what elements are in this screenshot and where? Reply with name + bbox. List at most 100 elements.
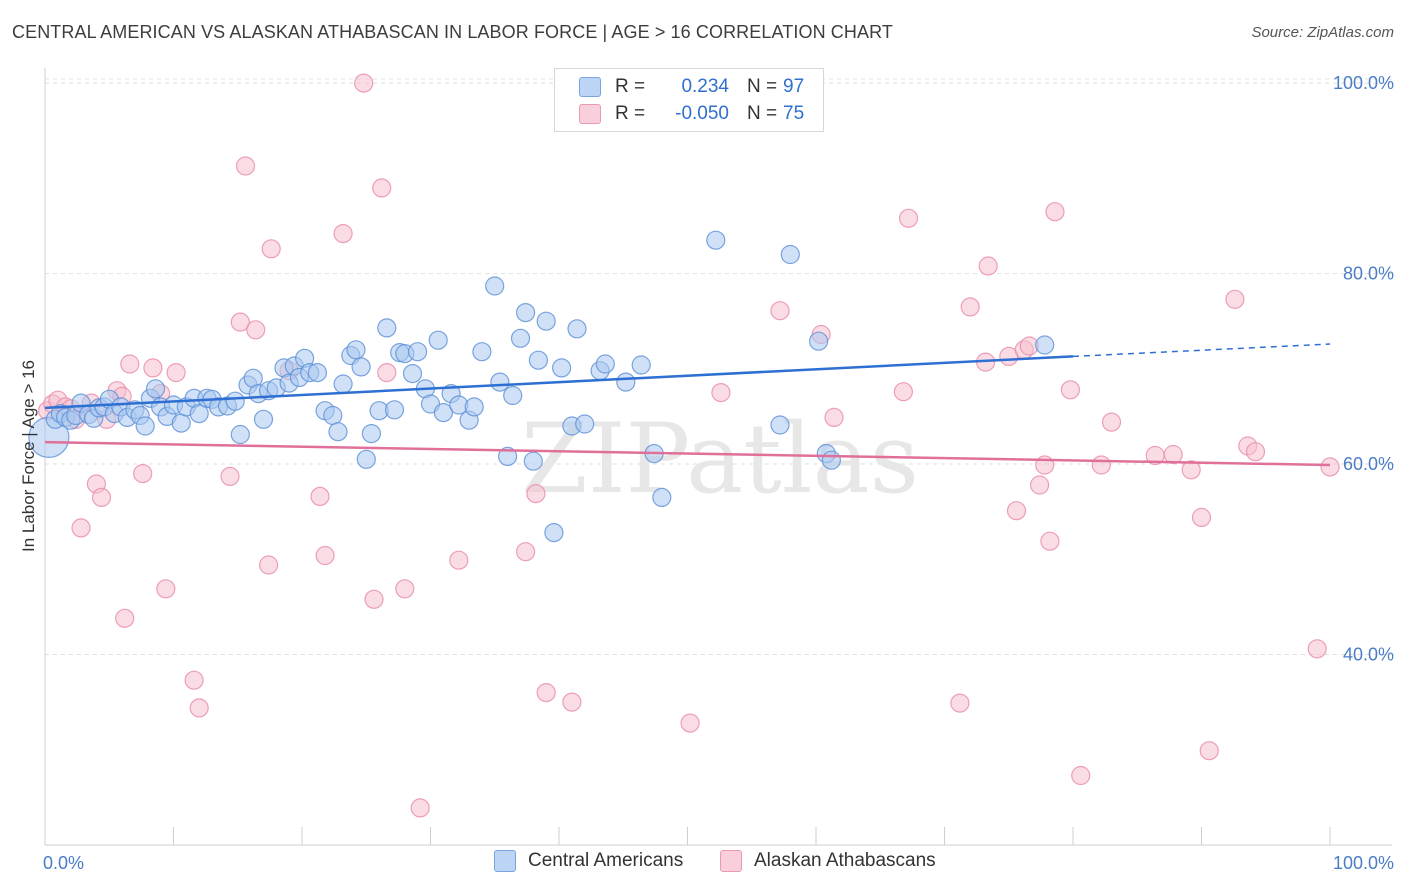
point-alaskan-athabascan (1045, 202, 1065, 222)
point-central-american (616, 372, 636, 392)
point-alaskan-athabascan (562, 692, 582, 712)
point-central-american (631, 355, 651, 375)
x-tick-label-left: 0.0% (43, 853, 84, 873)
legend-r-label: R = (615, 76, 646, 97)
legend-r-value: -0.050 (675, 103, 729, 124)
x-tick-label-right: 100.0% (1333, 853, 1394, 873)
point-alaskan-athabascan (680, 713, 700, 733)
legend-r-value: 0.234 (681, 76, 729, 97)
point-central-american (428, 330, 448, 350)
point-central-american (351, 357, 371, 377)
point-alaskan-athabascan (143, 358, 163, 378)
point-central-american (384, 400, 405, 420)
point-alaskan-athabascan (1101, 412, 1122, 432)
point-alaskan-athabascan (960, 297, 980, 317)
trend-lines (44, 343, 1331, 467)
points (28, 73, 1340, 818)
point-alaskan-athabascan (230, 312, 250, 332)
chart-title: CENTRAL AMERICAN VS ALASKAN ATHABASCAN I… (12, 22, 893, 42)
point-central-american (503, 385, 523, 406)
point-central-american (498, 446, 518, 466)
point-central-american (230, 424, 250, 445)
source-label: Source: ZipAtlas.com (1251, 24, 1394, 41)
point-central-american (544, 522, 564, 543)
point-alaskan-athabascan (372, 178, 392, 198)
point-central-american (510, 328, 531, 348)
legend-n-value: 97 (783, 76, 805, 97)
legend-row-central-americans: R = 0.234 N = 97 (579, 73, 804, 101)
point-alaskan-athabascan (395, 579, 415, 599)
point-central-american (307, 363, 327, 383)
trend-line-central-americans-extension (1072, 343, 1331, 358)
point-central-american (770, 415, 790, 435)
trend-line-central-americans (44, 355, 1074, 410)
legend-n-value: 75 (783, 103, 805, 124)
point-central-american (323, 405, 343, 426)
point-alaskan-athabascan (1091, 455, 1111, 475)
point-central-american (346, 340, 366, 360)
point-alaskan-athabascan (71, 518, 91, 538)
bottom-legend-central-americans: Central Americans (494, 850, 683, 872)
y-tick-labels: 40.0% 60.0% 80.0% 100.0% (1333, 73, 1394, 664)
point-alaskan-athabascan (333, 224, 353, 244)
point-alaskan-athabascan (377, 363, 397, 383)
point-alaskan-athabascan (184, 670, 204, 690)
bottom-legend-alaskan-athabascans: Alaskan Athabascans (720, 850, 936, 872)
point-alaskan-athabascan (1225, 289, 1245, 309)
point-alaskan-athabascan (898, 208, 919, 228)
point-central-american (171, 413, 191, 433)
point-alaskan-athabascan (261, 239, 281, 259)
point-alaskan-athabascan (1060, 380, 1081, 400)
point-central-american (377, 318, 397, 338)
point-alaskan-athabascan (515, 542, 536, 562)
point-central-american (523, 451, 543, 471)
point-central-american (808, 331, 829, 351)
point-alaskan-athabascan (1029, 475, 1050, 495)
point-alaskan-athabascan (1320, 457, 1340, 477)
point-alaskan-athabascan (246, 320, 266, 340)
point-central-american (706, 230, 726, 250)
point-central-american (402, 364, 423, 384)
point-central-american (551, 358, 572, 378)
legend-swatch-pink (579, 104, 601, 124)
point-central-american (652, 487, 672, 507)
y-axis-label: In Labor Force | Age > 16 (19, 360, 38, 552)
point-central-american (225, 391, 245, 411)
point-alaskan-athabascan (536, 682, 556, 703)
point-central-american (356, 449, 376, 469)
bottom-legend-label: Alaskan Athabascans (754, 850, 936, 871)
legend-row-alaskan-athabascans: R = -0.050 N = 75 (579, 100, 804, 128)
point-central-american (464, 397, 484, 417)
y-tick-label: 40.0% (1343, 645, 1394, 665)
legend-n-label: N = (747, 103, 778, 124)
point-alaskan-athabascan (950, 693, 970, 713)
point-central-american (595, 354, 615, 374)
point-alaskan-athabascan (220, 466, 240, 486)
y-tick-label: 100.0% (1333, 73, 1394, 93)
point-central-american (145, 379, 166, 399)
point-alaskan-athabascan (91, 487, 112, 507)
point-central-american (472, 342, 492, 362)
point-alaskan-athabascan (166, 363, 186, 383)
point-alaskan-athabascan (364, 589, 384, 609)
point-central-american (361, 424, 381, 444)
point-central-american (536, 311, 556, 331)
point-alaskan-athabascan (711, 383, 731, 403)
bottom-legend-swatch-blue (494, 850, 516, 872)
point-alaskan-athabascan (310, 486, 330, 506)
bottom-legend: Central Americans Alaskan Athabascans (0, 850, 1406, 878)
point-alaskan-athabascan (1006, 501, 1027, 521)
point-central-american (528, 350, 549, 370)
point-central-american (135, 416, 155, 436)
legend-swatch-blue (579, 77, 601, 97)
point-alaskan-athabascan (978, 256, 998, 276)
point-alaskan-athabascan (315, 545, 335, 566)
point-alaskan-athabascan (156, 579, 176, 599)
point-central-american (189, 404, 209, 424)
legend: R = 0.234 N = 97 R = -0.050 N = 75 (554, 68, 824, 132)
point-alaskan-athabascan (189, 698, 209, 718)
point-alaskan-athabascan (1191, 507, 1212, 528)
legend-r-label: R = (615, 103, 646, 124)
point-alaskan-athabascan (1071, 765, 1091, 786)
point-central-american (567, 319, 587, 339)
